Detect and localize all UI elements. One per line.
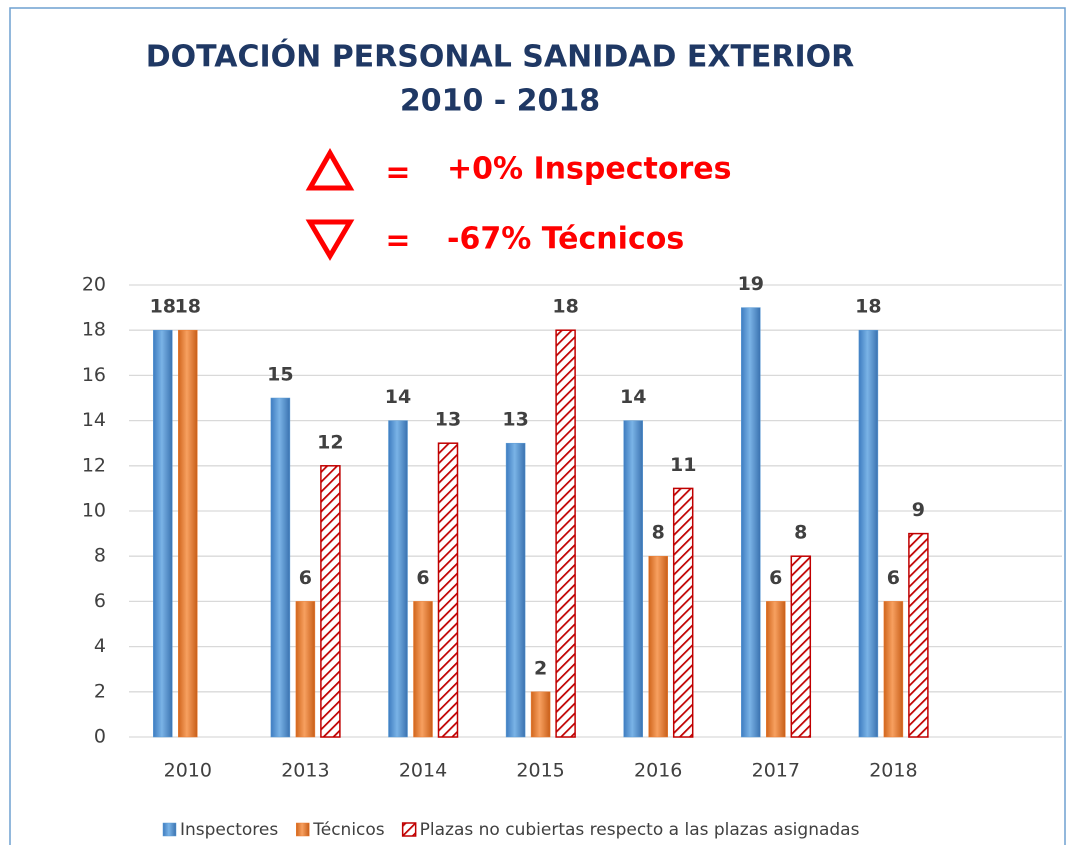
- data-label: 6: [416, 567, 429, 589]
- bar: [178, 329, 198, 738]
- bar: [766, 601, 786, 738]
- data-label: 12: [317, 431, 343, 453]
- chart-subtitle: 2010 - 2018: [400, 84, 600, 119]
- legend-label: Inspectores: [180, 820, 278, 840]
- bar: [555, 329, 576, 738]
- x-tick-label: 2018: [869, 760, 917, 782]
- y-tick-label: 20: [82, 274, 106, 296]
- annotation-sign: =: [385, 156, 410, 191]
- legend-label: Técnicos: [312, 820, 385, 840]
- data-label: 8: [652, 522, 665, 544]
- y-tick-label: 16: [82, 364, 106, 386]
- x-tick-label: 2017: [752, 760, 800, 782]
- bar: [437, 442, 459, 738]
- chart-title: DOTACIÓN PERSONAL SANIDAD EXTERIOR: [146, 38, 855, 75]
- data-label: 14: [385, 386, 411, 408]
- legend-label: Plazas no cubiertas respecto a las plaza…: [420, 820, 860, 840]
- bar: [270, 397, 291, 738]
- bar: [320, 465, 341, 738]
- bar: [908, 532, 929, 738]
- data-label: 19: [738, 273, 764, 295]
- annotation: +0% Inspectores: [447, 152, 731, 187]
- annotation-sign: =: [385, 224, 410, 259]
- bar: [413, 601, 433, 738]
- bar: [505, 442, 526, 738]
- x-tick-label: 2010: [164, 760, 212, 782]
- y-tick-label: 2: [94, 680, 106, 702]
- bar: [883, 601, 904, 738]
- y-tick-label: 10: [82, 500, 106, 522]
- x-tick-label: 2014: [399, 760, 447, 782]
- data-label: 18: [150, 296, 176, 318]
- legend-swatch: [296, 822, 310, 837]
- y-tick-label: 4: [94, 635, 106, 657]
- bar: [153, 329, 173, 738]
- data-label: 15: [267, 364, 293, 386]
- legend-swatch: [401, 822, 417, 837]
- annotation: -67% Técnicos: [447, 222, 684, 257]
- y-tick-label: 6: [94, 590, 106, 612]
- bar: [790, 555, 812, 738]
- data-label: 18: [552, 296, 578, 318]
- data-label: 18: [175, 296, 201, 318]
- bar: [858, 329, 879, 738]
- frame: [9, 7, 1066, 845]
- bar: [672, 487, 694, 738]
- data-label: 9: [912, 499, 925, 521]
- data-label: 13: [502, 409, 528, 431]
- x-tick-label: 2016: [634, 760, 682, 782]
- data-label: 14: [620, 386, 646, 408]
- data-label: 6: [887, 567, 900, 589]
- y-tick-label: 14: [82, 409, 106, 431]
- x-tick-label: 2015: [516, 760, 564, 782]
- bar: [388, 420, 408, 738]
- y-tick-label: 18: [82, 319, 106, 341]
- y-tick-label: 8: [94, 545, 106, 567]
- data-label: 18: [855, 296, 881, 318]
- data-label: 6: [769, 567, 782, 589]
- data-label: 11: [670, 454, 696, 476]
- y-tick-label: 0: [94, 726, 106, 748]
- data-label: 2: [534, 657, 547, 679]
- x-tick-label: 2013: [281, 760, 329, 782]
- bar: [295, 601, 316, 738]
- bar: [530, 691, 551, 738]
- bar: [623, 420, 643, 738]
- triangle-up: [305, 147, 355, 191]
- bar: [741, 307, 761, 738]
- data-label: 13: [435, 409, 461, 431]
- data-label: 6: [299, 567, 312, 589]
- y-tick-label: 12: [82, 454, 106, 476]
- data-label: 8: [794, 522, 807, 544]
- legend-swatch: [162, 822, 177, 837]
- bar: [648, 555, 668, 738]
- triangle-down: [305, 219, 355, 261]
